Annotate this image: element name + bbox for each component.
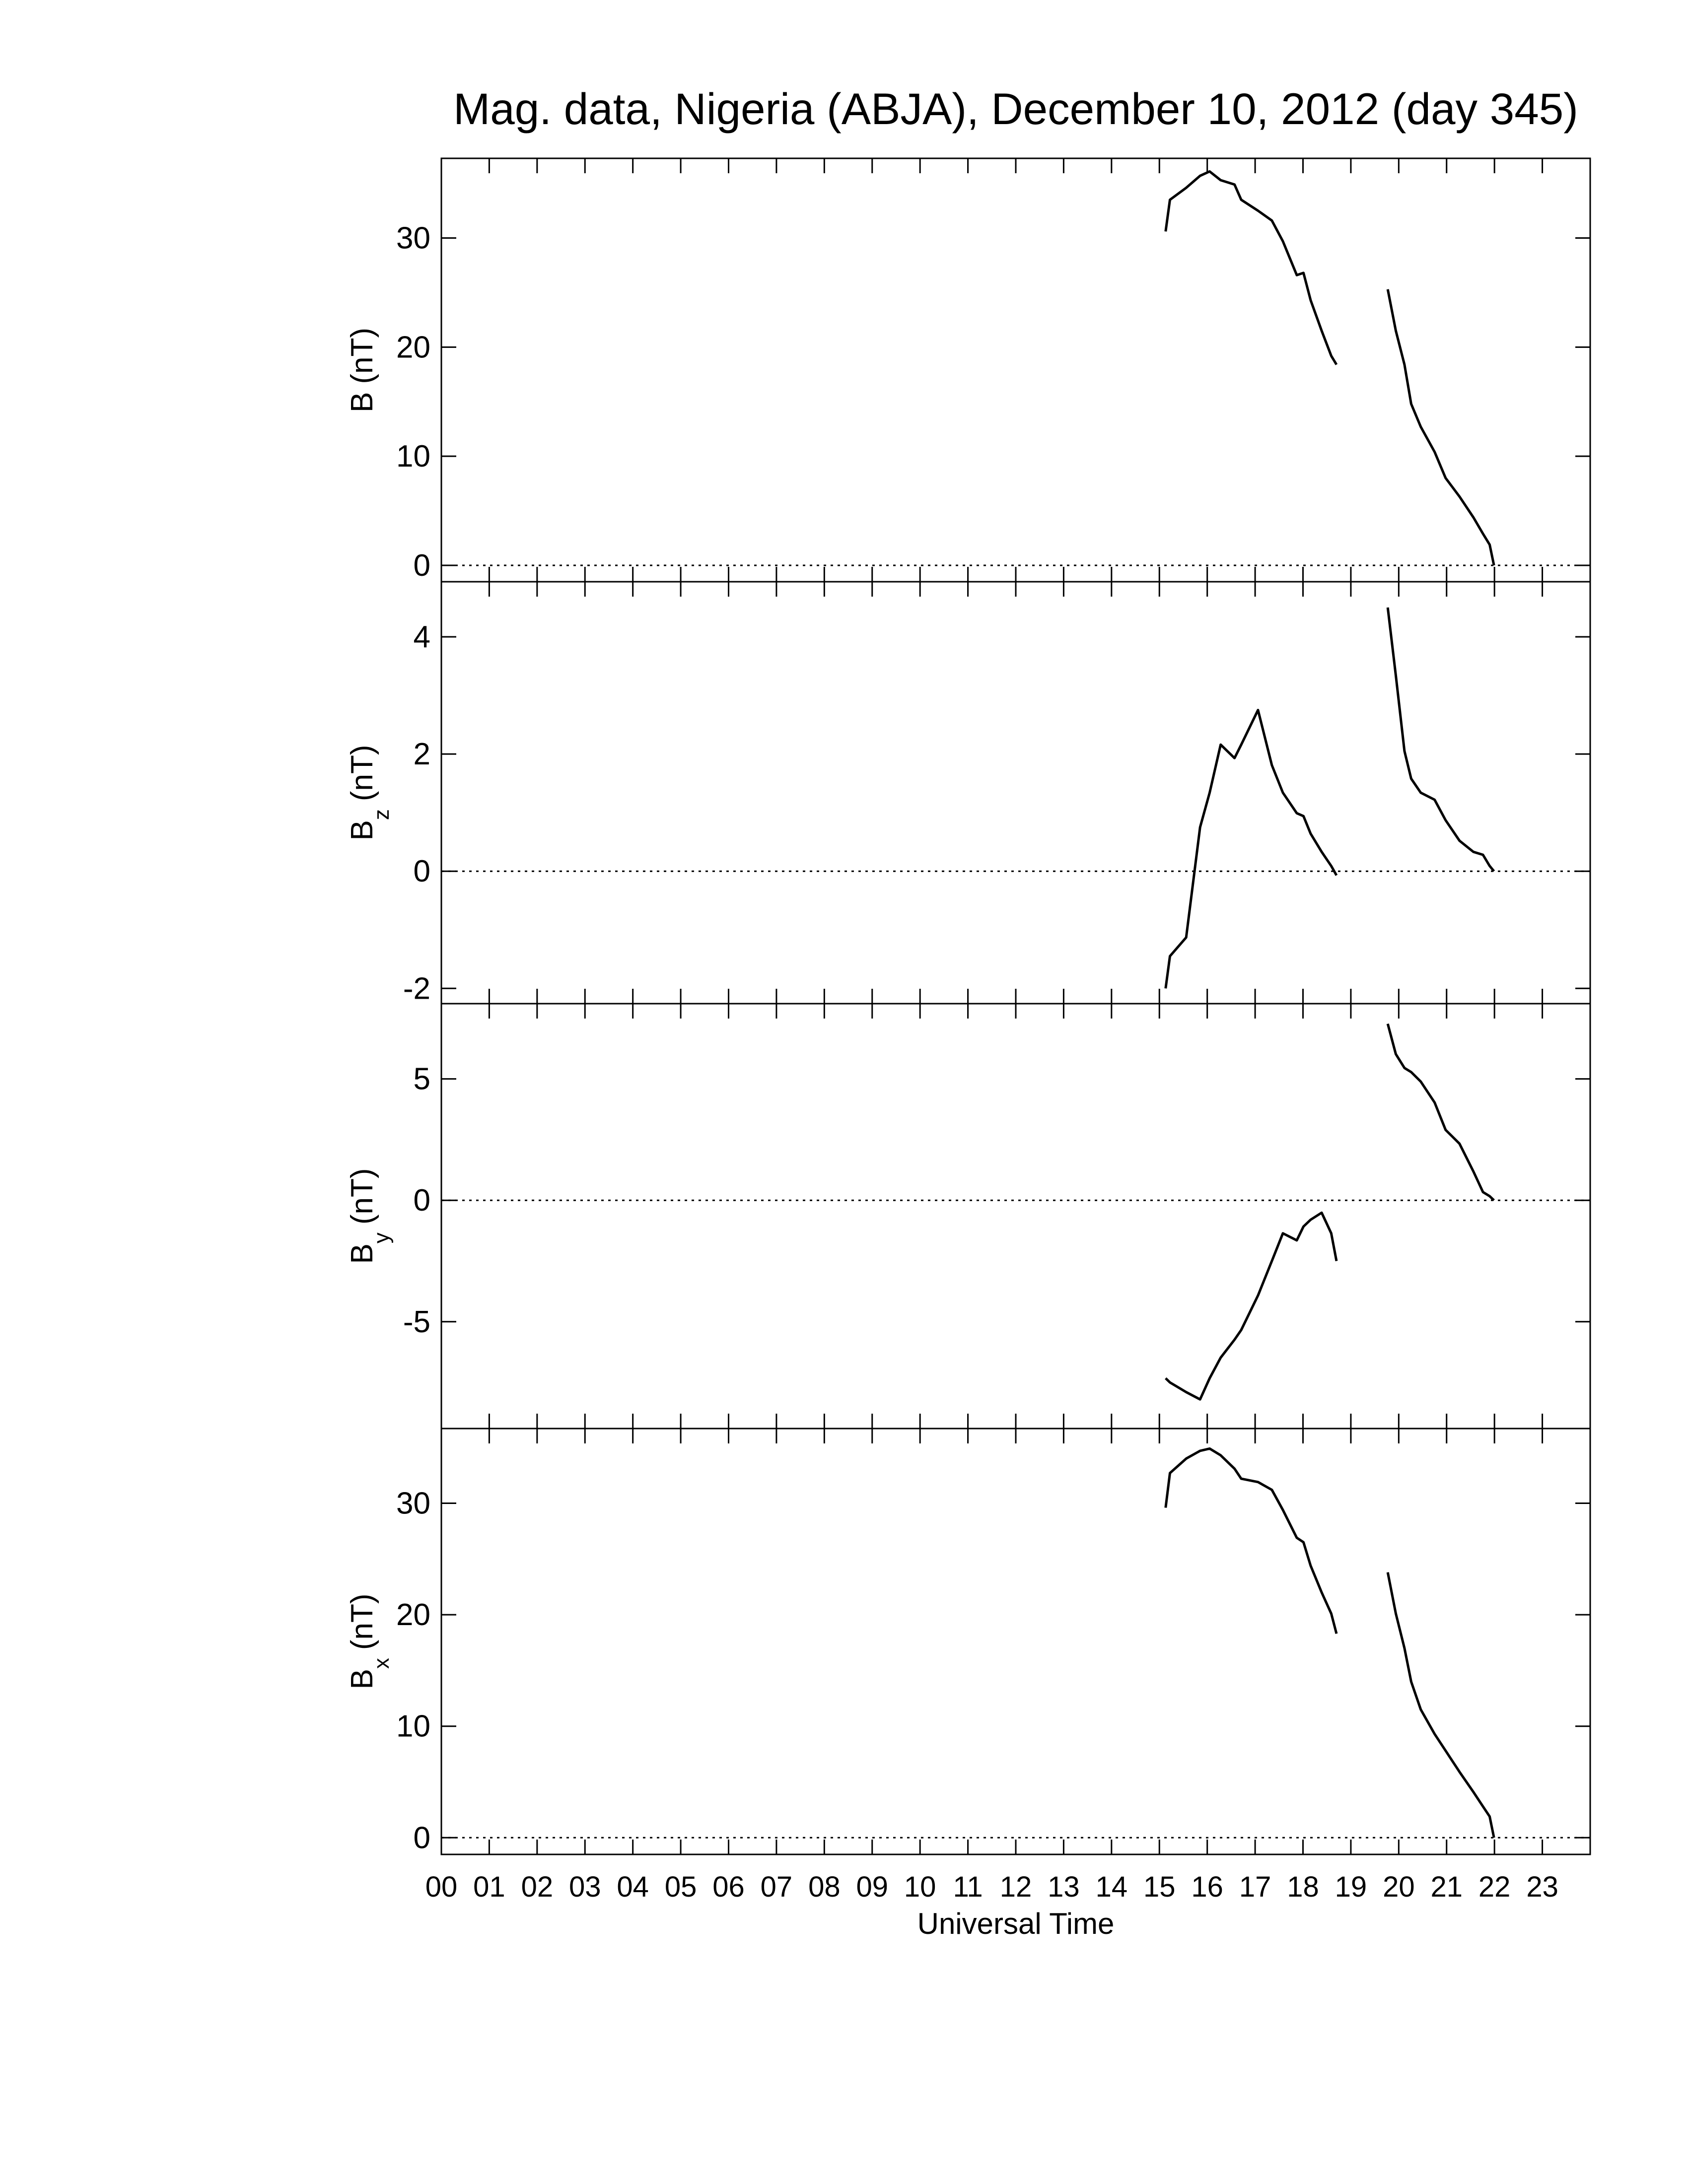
- x-tick-label: 11: [953, 1871, 983, 1903]
- y-tick-label: 20: [396, 330, 430, 364]
- x-tick-label: 01: [473, 1871, 505, 1903]
- x-tick-label: 00: [425, 1871, 458, 1903]
- y-tick-label: 2: [414, 737, 430, 771]
- x-tick-label: 08: [808, 1871, 841, 1903]
- x-tick-label: 21: [1430, 1871, 1463, 1903]
- data-line: [1164, 1447, 1495, 1838]
- y-label-main: B: [345, 392, 379, 412]
- y-tick-label: 10: [396, 1709, 430, 1744]
- x-tick-label: 19: [1335, 1871, 1367, 1903]
- x-tick-label: 15: [1143, 1871, 1176, 1903]
- y-label-main: B: [345, 1669, 379, 1689]
- x-tick-label: 18: [1287, 1871, 1319, 1903]
- y-label-sub: y: [369, 1232, 394, 1243]
- chart-title: Mag. data, Nigeria (ABJA), December 10, …: [453, 84, 1578, 134]
- y-tick-label: 0: [414, 854, 430, 888]
- y-tick-label: 20: [396, 1598, 430, 1632]
- y-label-unit: (nT): [345, 1168, 379, 1225]
- y-tick-label: 0: [414, 1183, 430, 1218]
- y-label-main: B: [345, 1243, 379, 1264]
- x-tick-label: 06: [712, 1871, 745, 1903]
- x-tick-label: 12: [1000, 1871, 1032, 1903]
- x-tick-label: 13: [1048, 1871, 1080, 1903]
- data-line: [1164, 170, 1495, 566]
- y-tick-label: -5: [403, 1305, 430, 1339]
- x-tick-label: 14: [1096, 1871, 1128, 1903]
- y-axis-label: Bx (nT): [345, 1593, 394, 1689]
- x-tick-label: 03: [569, 1871, 601, 1903]
- y-tick-label: 30: [396, 221, 430, 255]
- data-line: [1164, 607, 1495, 989]
- x-tick-label: 09: [856, 1871, 888, 1903]
- data-line: [1165, 1023, 1495, 1401]
- y-label-sub: z: [369, 809, 394, 820]
- y-tick-label: 0: [414, 1821, 430, 1855]
- y-label-unit: (nT): [345, 328, 379, 384]
- y-axis-label: B (nT): [345, 328, 379, 412]
- y-tick-label: 0: [414, 548, 430, 583]
- y-label-unit: (nT): [345, 745, 379, 801]
- y-label-unit: (nT): [345, 1593, 379, 1650]
- y-label-sub: x: [369, 1658, 394, 1669]
- x-tick-label: 02: [521, 1871, 554, 1903]
- y-tick-label: 5: [414, 1062, 430, 1096]
- y-tick-label: -2: [403, 971, 430, 1006]
- y-tick-label: 30: [396, 1486, 430, 1520]
- x-tick-label: 07: [761, 1871, 793, 1903]
- x-tick-label: 17: [1239, 1871, 1271, 1903]
- y-tick-label: 4: [414, 620, 430, 654]
- y-label-main: B: [345, 820, 379, 840]
- y-axis-label: Bz (nT): [345, 745, 394, 840]
- y-axis-label: By (nT): [345, 1168, 394, 1264]
- x-tick-label: 04: [617, 1871, 649, 1903]
- x-tick-label: 05: [665, 1871, 697, 1903]
- plot-frame: [440, 1428, 1591, 1855]
- y-tick-label: 10: [396, 439, 430, 474]
- x-tick-label: 10: [904, 1871, 936, 1903]
- x-tick-label: 20: [1383, 1871, 1415, 1903]
- x-tick-label: 22: [1478, 1871, 1511, 1903]
- x-tick-label: 16: [1191, 1871, 1223, 1903]
- x-axis-label: Universal Time: [917, 1907, 1115, 1940]
- x-tick-label: 23: [1526, 1871, 1558, 1903]
